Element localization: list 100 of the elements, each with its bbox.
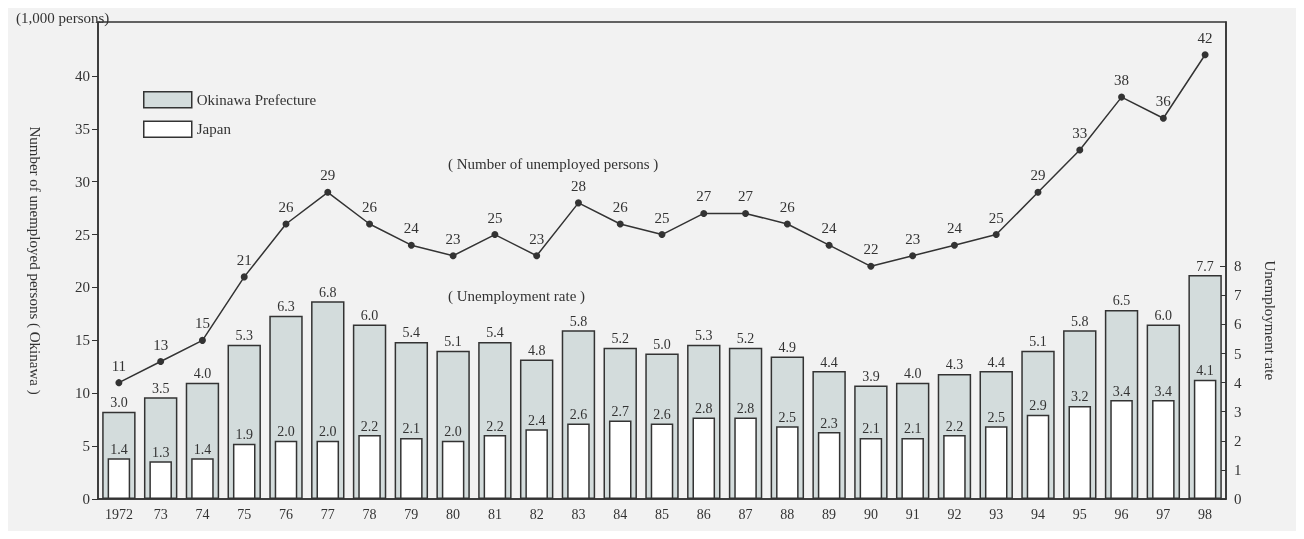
data-label: 6.0 <box>1154 307 1173 323</box>
data-label: 2.8 <box>736 401 755 417</box>
x-tick-label: 94 <box>1031 506 1045 522</box>
data-label: 11 <box>111 357 127 374</box>
data-label: 2.4 <box>527 412 546 428</box>
x-tick-label: 98 <box>1198 506 1213 522</box>
point <box>1076 146 1084 154</box>
point <box>1159 114 1167 122</box>
data-label: 4.9 <box>778 339 797 355</box>
data-label: 3.0 <box>110 395 128 411</box>
data-label: 5.1 <box>444 334 462 350</box>
legend-label: Japan <box>196 121 232 138</box>
data-label: 25 <box>487 209 503 226</box>
data-label: 2.0 <box>319 424 337 440</box>
data-label: 2.1 <box>862 421 880 437</box>
data-label: 2.7 <box>611 403 629 419</box>
data-label: 33 <box>1072 124 1088 141</box>
x-tick-label: 79 <box>404 506 419 522</box>
x-tick-label: 86 <box>696 506 711 522</box>
x-tick-label: 96 <box>1114 506 1129 522</box>
data-label: 29 <box>1030 167 1046 184</box>
data-label: 25 <box>654 209 670 226</box>
data-label: 26 <box>612 199 629 216</box>
data-label: 4.8 <box>527 342 546 358</box>
data-label: 5.2 <box>736 331 755 347</box>
point <box>1034 188 1042 196</box>
data-label: 21 <box>236 251 252 268</box>
data-label: 5.3 <box>695 328 713 344</box>
point <box>574 199 582 207</box>
x-tick-label: 97 <box>1156 506 1171 522</box>
y2-tick-label: 1 <box>1234 461 1242 478</box>
data-label: 15 <box>194 315 210 332</box>
data-label: 3.4 <box>1154 383 1173 399</box>
y-tick-label: 35 <box>75 120 90 137</box>
point <box>783 220 791 228</box>
y2-tick-label: 7 <box>1234 287 1242 304</box>
data-label: 6.8 <box>319 284 337 300</box>
legend-label: Okinawa Prefecture <box>196 91 317 108</box>
point <box>867 262 875 270</box>
data-label: 23 <box>529 230 545 247</box>
data-label: 2.2 <box>360 418 379 434</box>
y2-tick-label: 5 <box>1234 345 1242 362</box>
data-label: 4.1 <box>1196 363 1214 379</box>
data-label: 1.4 <box>193 441 212 457</box>
data-label: 5.3 <box>235 328 253 344</box>
data-label: 26 <box>278 199 294 216</box>
data-label: 2.9 <box>1029 398 1047 414</box>
data-label: 23 <box>905 230 921 247</box>
data-label: 5.8 <box>569 313 588 329</box>
data-label: 4.4 <box>820 354 838 370</box>
data-label: 2.2 <box>486 418 504 434</box>
point <box>115 379 123 387</box>
x-tick-label: 92 <box>947 506 962 522</box>
y-tick-label: 10 <box>75 385 90 402</box>
x-tick-label: 77 <box>320 506 335 522</box>
point <box>240 273 248 281</box>
y-tick-label: 30 <box>75 173 90 190</box>
point <box>909 252 917 260</box>
data-label: 4.0 <box>193 366 212 382</box>
y2-tick-label: 8 <box>1234 258 1242 275</box>
data-label: 7.7 <box>1196 258 1214 274</box>
y-axis-title: Number of unemployed persons ( Okinawa ) <box>25 126 43 395</box>
point <box>825 241 833 249</box>
y-tick-label: 15 <box>75 332 90 349</box>
data-label: 4.4 <box>987 354 1005 370</box>
point <box>449 252 457 260</box>
point <box>616 220 624 228</box>
y-tick-label: 0 <box>82 491 90 507</box>
x-tick-label: 78 <box>362 506 377 522</box>
data-label: 4.3 <box>945 357 964 373</box>
y2-axis-title: Unemployment rate <box>1261 260 1278 381</box>
annotation: ( Unemployment rate ) <box>448 287 586 305</box>
data-label: 2.3 <box>820 415 838 431</box>
data-label: 27 <box>696 188 712 205</box>
data-label: 5.4 <box>486 325 504 341</box>
y-tick-label: 5 <box>82 438 90 455</box>
x-tick-label: 73 <box>153 506 168 522</box>
data-label: 23 <box>445 230 461 247</box>
data-label: 26 <box>779 199 796 216</box>
x-tick-label: 83 <box>571 506 586 522</box>
data-label: 6.0 <box>360 307 379 323</box>
data-label: 6.5 <box>1112 293 1131 309</box>
data-label: 1.9 <box>235 427 253 443</box>
point <box>366 220 374 228</box>
point <box>992 231 1000 239</box>
y-tick-label: 40 <box>75 67 90 84</box>
data-label: 38 <box>1114 72 1130 89</box>
data-label: 3.5 <box>151 380 170 396</box>
point <box>742 209 750 217</box>
y-tick-label: 25 <box>75 226 90 243</box>
data-label: 2.8 <box>695 401 713 417</box>
point <box>533 252 541 260</box>
point <box>324 188 332 196</box>
data-label: 2.5 <box>987 409 1005 425</box>
data-label: 5.8 <box>1071 313 1089 329</box>
data-label: 3.9 <box>862 369 880 385</box>
x-tick-label: 80 <box>446 506 461 522</box>
y2-tick-label: 2 <box>1234 432 1242 449</box>
point <box>157 358 165 365</box>
point <box>1118 93 1126 101</box>
